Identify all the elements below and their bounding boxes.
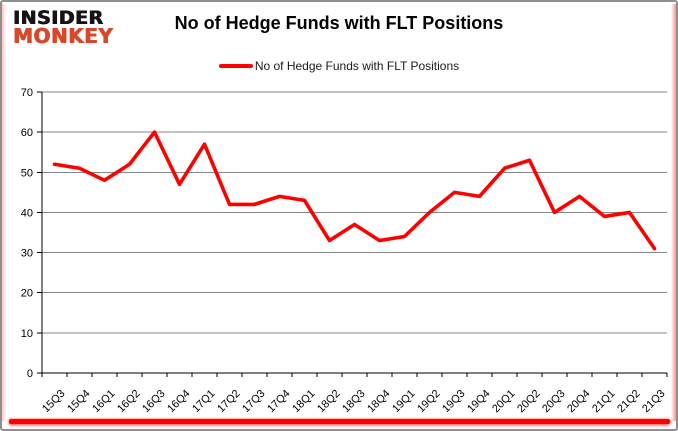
x-tick-label: 15Q3 bbox=[40, 388, 68, 416]
legend: No of Hedge Funds with FLT Positions bbox=[2, 59, 676, 73]
line-chart-plot: 01020304050607015Q315Q416Q116Q216Q316Q41… bbox=[21, 87, 668, 416]
y-tick-label: 50 bbox=[21, 167, 33, 179]
x-tick-label: 21Q3 bbox=[640, 388, 668, 416]
x-tick-label: 16Q2 bbox=[115, 388, 143, 416]
y-tick-label: 70 bbox=[21, 87, 33, 99]
x-tick-label: 16Q1 bbox=[90, 388, 118, 416]
x-tick-label: 21Q2 bbox=[615, 388, 643, 416]
series-line bbox=[52, 130, 657, 251]
x-tick-label: 18Q4 bbox=[365, 388, 393, 416]
x-tick-label: 18Q3 bbox=[340, 388, 368, 416]
y-tick-label: 60 bbox=[21, 127, 33, 139]
x-tick-label: 17Q3 bbox=[240, 388, 268, 416]
x-tick-label: 20Q1 bbox=[490, 388, 518, 416]
legend-label: No of Hedge Funds with FLT Positions bbox=[254, 59, 460, 73]
y-tick-label: 40 bbox=[21, 207, 33, 219]
chart-title: No of Hedge Funds with FLT Positions bbox=[174, 13, 504, 33]
x-tick-label: 16Q3 bbox=[140, 388, 168, 416]
y-tick-label: 10 bbox=[21, 328, 33, 340]
logo-monkey-text: MONKEY bbox=[13, 24, 114, 48]
bottom-red-bar bbox=[9, 419, 670, 424]
x-tick-label: 20Q4 bbox=[565, 388, 593, 416]
x-tick-label: 15Q4 bbox=[65, 388, 93, 416]
x-tick-label: 17Q4 bbox=[265, 388, 293, 416]
x-tick-label: 19Q2 bbox=[415, 388, 443, 416]
x-tick-label: 17Q2 bbox=[215, 388, 243, 416]
insider-monkey-logo: INSIDER MONKEY bbox=[13, 7, 114, 48]
x-tick-label: 20Q3 bbox=[540, 388, 568, 416]
x-tick-label: 20Q2 bbox=[515, 388, 543, 416]
y-tick-label: 30 bbox=[21, 248, 33, 260]
x-tick-label: 18Q2 bbox=[315, 388, 343, 416]
logo-insider-text: INSIDER bbox=[13, 7, 104, 29]
x-tick-label: 19Q3 bbox=[440, 388, 468, 416]
x-tick-label: 21Q1 bbox=[590, 388, 618, 416]
y-tick-label: 20 bbox=[21, 288, 33, 300]
y-tick-label: 0 bbox=[27, 368, 33, 380]
x-tick-label: 19Q4 bbox=[465, 388, 493, 416]
legend-line-swatch bbox=[218, 64, 253, 68]
x-tick-label: 19Q1 bbox=[390, 388, 418, 416]
x-tick-label: 16Q4 bbox=[165, 388, 193, 416]
x-tick-label: 18Q1 bbox=[290, 388, 318, 416]
x-tick-label: 17Q1 bbox=[190, 388, 218, 416]
